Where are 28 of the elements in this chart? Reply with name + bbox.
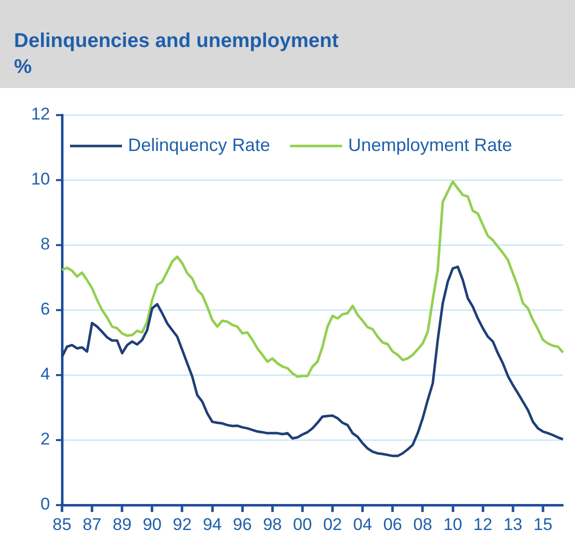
chart-subtitle: % [14, 56, 32, 79]
x-tick-label: 96 [232, 514, 252, 534]
x-tick-label: 94 [202, 514, 222, 534]
chart-title: Delinquencies and unemployment [14, 30, 339, 53]
x-tick-label: 92 [172, 514, 192, 534]
x-tick-label: 00 [293, 514, 312, 534]
x-tick-label: 06 [383, 514, 402, 534]
y-tick-label: 12 [31, 104, 50, 124]
legend-label: Delinquency Rate [128, 134, 270, 155]
y-tick-label: 10 [31, 170, 50, 189]
y-tick-label: 4 [40, 364, 50, 384]
x-tick-label: 98 [262, 514, 282, 534]
x-tick-label: 08 [413, 514, 432, 534]
x-tick-label: 15 [534, 514, 552, 534]
legend-label: Unemployment Rate [348, 134, 512, 155]
x-tick-label: 10 [443, 514, 462, 534]
x-tick-label: 90 [142, 514, 162, 534]
y-tick-label: 6 [40, 300, 50, 319]
y-tick-label: 2 [40, 430, 50, 449]
x-tick-label: 85 [52, 514, 72, 534]
x-tick-label: 12 [473, 514, 492, 534]
x-tick-label: 87 [82, 514, 102, 534]
y-tick-label: 0 [40, 494, 50, 514]
x-tick-label: 04 [353, 514, 372, 534]
x-tick-label: 02 [323, 514, 342, 534]
x-tick-label: 89 [112, 514, 132, 534]
x-tick-label: 13 [503, 514, 522, 534]
y-tick-label: 8 [40, 234, 50, 254]
